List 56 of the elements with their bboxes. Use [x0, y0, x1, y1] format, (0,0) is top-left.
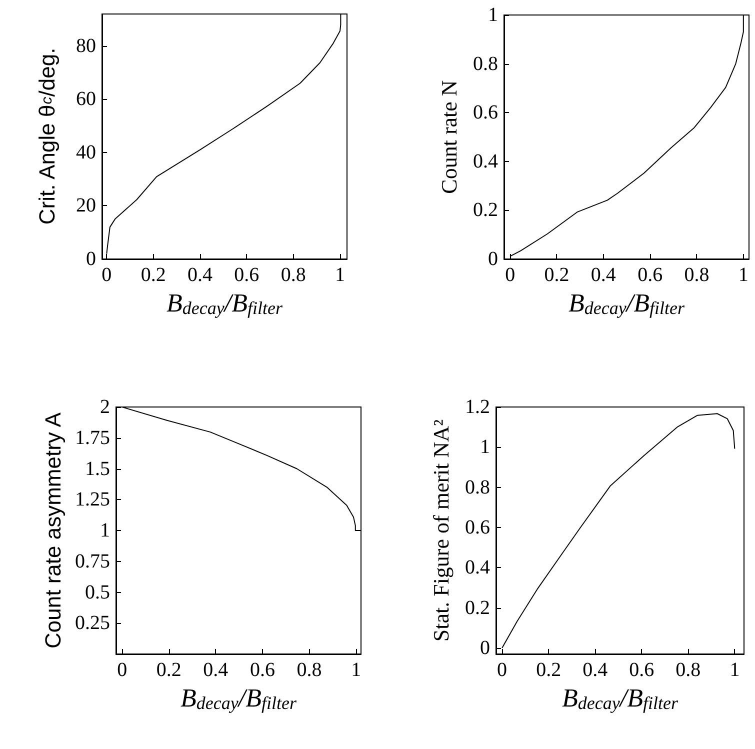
x-tick-label: 0.8: [296, 659, 322, 681]
y-tick-label: 0: [480, 636, 490, 659]
y-tick-label: 20: [76, 194, 96, 217]
y-axis-title: Stat. Figure of merit NA²: [428, 418, 454, 642]
y-tick-label: 0.25: [75, 612, 110, 634]
y-tick-label: 60: [76, 88, 96, 110]
y-axis-title: Count rate N: [436, 80, 462, 194]
y-tick-label: 0.6: [473, 102, 498, 124]
x-tick-label: 0.4: [582, 659, 608, 681]
x-tick-label: 0.2: [544, 264, 570, 286]
y-tick-label: 2: [100, 396, 110, 418]
x-tick-label: 0.2: [140, 264, 166, 286]
y-tick-label: 1.5: [85, 458, 110, 480]
x-tick-label: 0: [117, 659, 128, 681]
x-tick-label: 1: [335, 264, 345, 286]
y-tick-label: 0.4: [465, 556, 490, 579]
y-tick-label: 0: [86, 248, 96, 270]
y-tick-label: 1.75: [75, 426, 110, 449]
y-tick-label: 0.4: [473, 150, 498, 172]
y-tick-label: 0.8: [473, 52, 498, 75]
y-tick-label: 0.5: [85, 581, 110, 604]
x-axis-title: Bdecay/Bfilter: [180, 684, 298, 713]
x-tick-label: 0.6: [629, 659, 654, 681]
y-tick-label: 0.6: [465, 516, 490, 538]
y-tick-label: 1: [100, 520, 110, 542]
x-axis-title: Bdecay/Bfilter: [166, 288, 284, 318]
x-tick-label: 0.2: [536, 659, 562, 681]
x-tick-label: 0.8: [280, 264, 306, 286]
x-tick-label: 0.6: [638, 264, 663, 286]
y-axis-title: Crit. Angle θc/deg.: [34, 48, 60, 225]
x-tick-label: 0.6: [234, 264, 260, 286]
y-tick-label: 0: [488, 248, 498, 270]
y-tick-label: 0.75: [75, 550, 110, 572]
x-axis-title: Bdecay/Bfilter: [568, 288, 686, 318]
x-tick-label: 1: [351, 659, 362, 681]
y-tick-label: 0.2: [473, 199, 498, 222]
x-tick-label: 0.8: [684, 264, 710, 286]
y-tick-label: 0.2: [465, 596, 490, 619]
y-tick-label: 1: [488, 4, 498, 26]
x-tick-label: 0.4: [203, 659, 228, 681]
x-tick-label: 0.8: [676, 659, 701, 681]
y-tick-label: 40: [76, 141, 96, 164]
x-tick-label: 1: [730, 659, 740, 681]
y-tick-label: 1.2: [465, 396, 490, 418]
x-axis-title: Bdecay/Bfilter: [562, 684, 679, 713]
y-axis-title: Count rate asymmetry A: [40, 412, 66, 648]
y-tick-label: 1.25: [75, 488, 110, 511]
x-tick-label: 0: [505, 264, 516, 286]
x-tick-label: 0.6: [250, 659, 275, 681]
x-tick-label: 0.4: [188, 264, 212, 286]
x-tick-label: 0.4: [590, 264, 616, 286]
y-tick-label: 80: [76, 34, 96, 57]
y-tick-label: 0.8: [465, 476, 490, 498]
x-tick-label: 0.2: [156, 659, 182, 681]
x-tick-label: 1: [738, 264, 748, 286]
y-tick-label: 1: [480, 436, 490, 458]
